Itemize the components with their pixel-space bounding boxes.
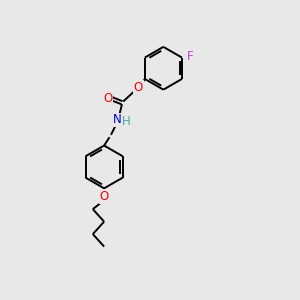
- Text: O: O: [134, 81, 143, 94]
- Text: N: N: [112, 113, 121, 127]
- Text: H: H: [122, 115, 130, 128]
- Text: F: F: [187, 50, 194, 63]
- Text: O: O: [103, 92, 112, 105]
- Text: O: O: [100, 190, 109, 203]
